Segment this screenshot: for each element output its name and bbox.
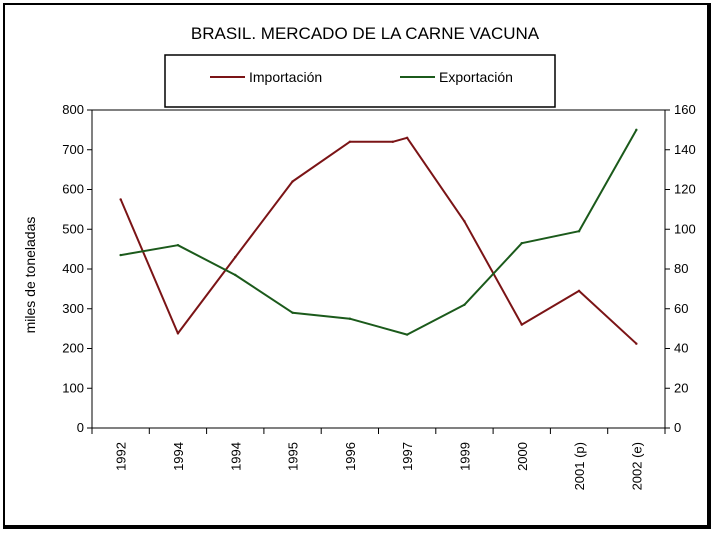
left-tick-label: 500 xyxy=(62,221,84,236)
left-tick-label: 700 xyxy=(62,142,84,157)
legend-box xyxy=(164,54,556,108)
data-point-importacion xyxy=(463,220,466,223)
series-layer xyxy=(119,128,638,345)
right-tick-label: 100 xyxy=(674,221,696,236)
right-tick-label: 80 xyxy=(674,261,688,276)
x-tick-label: 1999 xyxy=(457,442,472,471)
data-point-exportacion xyxy=(119,253,122,257)
data-point-exportacion xyxy=(520,241,523,245)
data-point-importacion xyxy=(291,180,294,183)
left-tick-label: 400 xyxy=(62,261,84,276)
data-point-exportacion xyxy=(577,230,581,233)
data-point-exportacion xyxy=(405,333,409,336)
x-tick-label: 1996 xyxy=(343,442,358,471)
x-tick-label: 1994 xyxy=(171,442,186,471)
x-tick-label: 1992 xyxy=(114,442,129,471)
series-line-exportacion xyxy=(120,129,638,336)
series-line-importacion xyxy=(119,136,638,345)
data-point-importacion xyxy=(234,255,237,259)
left-tick-label: 300 xyxy=(62,301,84,316)
data-point-importacion xyxy=(119,198,122,201)
data-point-importacion xyxy=(405,136,409,140)
left-tick-label: 200 xyxy=(62,341,84,356)
data-point-exportacion xyxy=(463,303,466,306)
legend-label-exportacion: Exportación xyxy=(439,69,513,85)
plot-area xyxy=(91,109,666,429)
y-axis-label: miles de toneladas xyxy=(22,217,38,334)
legend-label-importacion: Importación xyxy=(249,69,322,85)
chart-title: BRASIL. MERCADO DE LA CARNE VACUNA xyxy=(191,24,540,43)
left-tick-label: 0 xyxy=(77,420,84,435)
right-tick-label: 120 xyxy=(674,182,696,197)
left-tick-label: 800 xyxy=(62,102,84,117)
data-point-exportacion xyxy=(176,243,180,247)
data-point-exportacion xyxy=(348,317,352,320)
y-axis-right: 0 20 40 60 80 100 120 140 160 xyxy=(665,102,696,435)
x-tick-label: 1994 xyxy=(228,442,243,471)
data-point-importacion xyxy=(348,140,352,143)
data-point-exportacion xyxy=(291,311,294,314)
data-point-importacion xyxy=(635,342,638,345)
right-tick-label: 20 xyxy=(674,380,688,395)
right-tick-label: 60 xyxy=(674,301,688,316)
right-tick-label: 40 xyxy=(674,341,688,356)
left-tick-label: 100 xyxy=(62,380,84,395)
x-axis: 1992 1994 1994 1995 1996 1997 1999 2000 2001 (p)… xyxy=(91,428,666,490)
x-tick-label: 1995 xyxy=(286,442,301,471)
right-tick-label: 0 xyxy=(674,420,681,435)
x-tick-label: 1997 xyxy=(400,442,415,471)
line-chart: BRASIL. MERCADO DE LA CARNE VACUNA Impor… xyxy=(22,24,696,490)
chart-frame: BRASIL. MERCADO DE LA CARNE VACUNA Impor… xyxy=(3,3,711,529)
x-tick-label: 2002 (e) xyxy=(629,442,644,490)
data-point-importacion xyxy=(520,323,523,326)
left-tick-label: 600 xyxy=(62,182,84,197)
data-point-importacion xyxy=(176,332,180,335)
data-point-exportacion xyxy=(234,273,237,277)
y-axis-left: 0 100 200 300 400 500 600 700 800 xyxy=(62,102,92,435)
x-tick-label: 2001 (p) xyxy=(572,442,587,490)
right-tick-label: 160 xyxy=(674,102,696,117)
data-point-importacion xyxy=(577,289,581,293)
data-point-importacion xyxy=(391,140,395,143)
legend: Importación Exportación xyxy=(164,54,556,108)
right-tick-label: 140 xyxy=(674,142,696,157)
data-point-exportacion xyxy=(635,128,638,132)
x-tick-label: 2000 xyxy=(515,442,530,471)
